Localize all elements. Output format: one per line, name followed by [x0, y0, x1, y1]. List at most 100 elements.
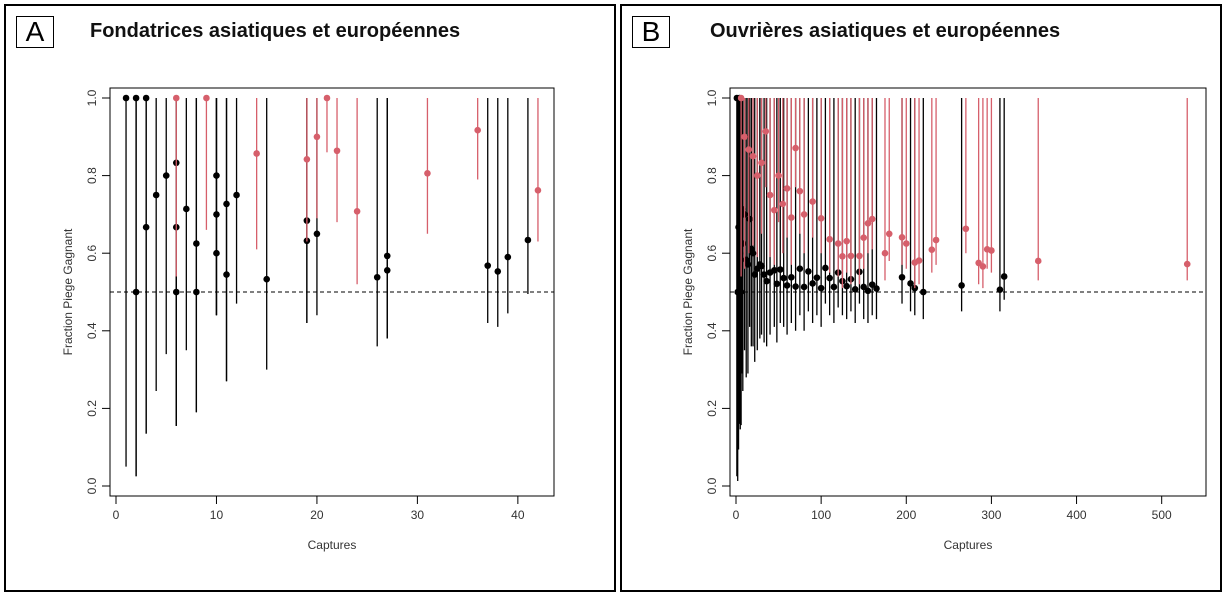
data-point-black — [193, 288, 200, 296]
data-point-black — [736, 249, 744, 257]
x-axis-title: Captures — [944, 538, 993, 552]
data-point-red — [792, 144, 799, 152]
data-point-black — [213, 211, 220, 218]
data-point-black — [751, 271, 759, 278]
data-point-red — [928, 246, 936, 254]
y-tick-label: 0.2 — [705, 400, 719, 417]
data-point-red — [333, 147, 341, 155]
data-point-black — [484, 262, 492, 269]
data-point-black — [783, 282, 791, 289]
data-point-black — [780, 274, 787, 282]
data-point-red — [826, 235, 833, 243]
x-tick-label: 40 — [511, 508, 525, 522]
data-point-red — [783, 185, 791, 192]
x-tick-label: 200 — [896, 508, 916, 522]
data-point-black — [920, 288, 927, 296]
data-point-black — [183, 205, 190, 213]
data-point-black — [776, 266, 784, 273]
data-point-black — [898, 273, 906, 281]
y-tick-label: 0.6 — [85, 245, 99, 262]
data-point-black — [132, 94, 140, 102]
data-point-black — [213, 249, 220, 257]
panel-letter: B — [632, 16, 670, 48]
data-point-red — [902, 240, 910, 247]
data-point-red — [881, 249, 889, 257]
data-point-red — [847, 252, 855, 260]
data-point-black — [958, 282, 965, 289]
data-point-black — [383, 266, 391, 274]
data-point-red — [474, 126, 481, 134]
data-point-red — [753, 172, 761, 179]
data-point-red — [303, 156, 311, 163]
data-point-red — [741, 133, 748, 141]
data-point-black — [822, 264, 829, 272]
panel-letter: A — [16, 16, 54, 48]
data-point-red — [834, 240, 842, 247]
data-point-red — [809, 198, 816, 205]
data-point-black — [373, 273, 381, 281]
data-point-black — [868, 281, 876, 288]
data-point-black — [864, 287, 872, 295]
data-point-black — [788, 273, 795, 281]
data-point-black — [800, 283, 808, 291]
data-point-black — [524, 236, 532, 244]
data-point-red — [839, 253, 846, 260]
data-point-black — [213, 172, 220, 179]
data-point-red — [796, 187, 804, 195]
data-point-black — [738, 205, 746, 213]
data-point-red — [817, 214, 825, 222]
data-point-black — [771, 266, 778, 274]
data-point-black — [737, 288, 745, 296]
y-tick-label: 0.0 — [705, 477, 719, 494]
data-point-red — [323, 94, 331, 102]
y-tick-label: 1.0 — [705, 89, 719, 106]
data-point-black — [1000, 273, 1008, 280]
data-point-black — [172, 288, 180, 296]
x-tick-label: 0 — [733, 508, 740, 522]
data-point-black — [763, 277, 770, 285]
y-tick-label: 0.4 — [85, 322, 99, 339]
data-point-black — [792, 283, 799, 290]
data-point-red — [203, 94, 210, 102]
panel-a: A Fondatrices asiatiques et européennes … — [4, 4, 616, 592]
data-point-black — [809, 280, 816, 287]
data-point-red — [766, 191, 774, 199]
y-axis-title: Fraction Piege Gagnant — [61, 228, 75, 355]
y-tick-label: 0.6 — [705, 245, 719, 262]
data-point-black — [142, 94, 150, 102]
data-point-black — [907, 280, 914, 287]
data-point-black — [805, 268, 812, 275]
data-point-red — [979, 263, 987, 270]
data-point-red — [749, 152, 757, 160]
y-tick-label: 1.0 — [85, 89, 99, 106]
x-tick-label: 100 — [811, 508, 831, 522]
data-point-black — [223, 271, 230, 278]
data-point-black — [162, 172, 170, 179]
data-point-black — [735, 223, 742, 231]
data-point-red — [898, 233, 906, 241]
data-point-red — [775, 172, 782, 179]
data-point-black — [152, 191, 160, 199]
y-tick-label: 0.8 — [705, 167, 719, 184]
data-point-black — [132, 288, 140, 296]
data-point-black — [813, 274, 821, 281]
y-tick-label: 0.4 — [705, 322, 719, 339]
data-point-black — [773, 280, 781, 288]
data-point-red — [1183, 260, 1191, 268]
data-point-red — [885, 230, 893, 238]
y-axis-title: Fraction Piege Gagnant — [681, 228, 695, 355]
data-point-red — [762, 128, 770, 135]
y-tick-label: 0.0 — [85, 477, 99, 494]
data-point-black — [851, 285, 859, 293]
chart-title: Fondatrices asiatiques et européennes — [90, 20, 461, 42]
data-point-red — [1034, 257, 1042, 265]
data-point-red — [915, 257, 923, 264]
data-point-black — [744, 261, 752, 268]
data-point-red — [771, 206, 778, 214]
x-tick-label: 10 — [210, 508, 224, 522]
data-point-black — [830, 283, 838, 291]
data-point-black — [796, 265, 804, 273]
data-point-red — [424, 169, 431, 177]
data-point-red — [737, 94, 745, 102]
data-point-black — [263, 275, 270, 283]
